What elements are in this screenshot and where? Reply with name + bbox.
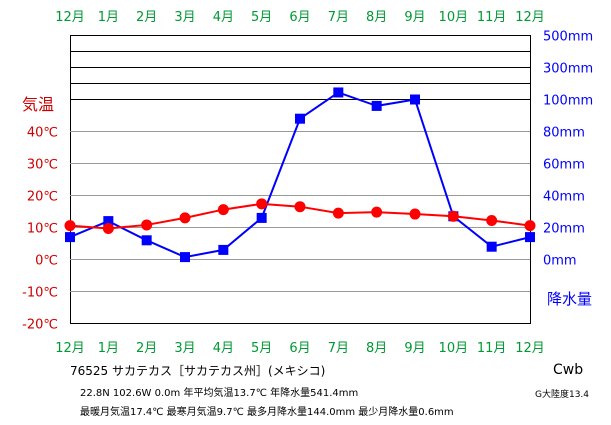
top-month-label: 1月 (98, 10, 119, 25)
precipitation-tick-labels: 500mm 300mm 100mm 80mm 60mm 40mm 20mm 0mm (543, 30, 593, 269)
precipitation-point (180, 252, 190, 263)
precipitation-point (486, 241, 497, 252)
temperature-tick-label: 10℃ (27, 222, 58, 237)
bottom-month-label: 12月 (515, 341, 545, 356)
bottom-month-label: 11月 (477, 341, 507, 356)
bottom-month-label: 9月 (404, 341, 425, 356)
temperature-point (371, 206, 383, 218)
top-month-label: 4月 (213, 10, 234, 25)
top-month-label: 11月 (477, 10, 507, 25)
precipitation-point (371, 100, 382, 111)
climate-class: Cwb (553, 362, 584, 378)
top-month-label: 3月 (174, 10, 195, 25)
station-summary-line1: 22.8N 102.6W 0.0m 年平均気温13.7℃ 年降水量541.4mm (80, 388, 359, 399)
bottom-month-label: 7月 (328, 341, 349, 356)
precipitation-point (295, 113, 305, 124)
top-month-label: 12月 (515, 10, 545, 25)
temperature-tick-label: 30℃ (27, 158, 58, 173)
precipitation-tick-label: 20mm (543, 222, 585, 237)
precipitation-axis-label: 降水量 (547, 290, 592, 308)
precipitation-tick-label: 80mm (543, 126, 585, 141)
precipitation-tick-label: 300mm (543, 62, 593, 77)
precipitation-point (333, 87, 344, 98)
precipitation-series (65, 87, 535, 263)
precipitation-tick-label: 60mm (543, 158, 585, 173)
temperature-point (524, 220, 536, 232)
temperature-point (332, 207, 344, 219)
bottom-month-label: 6月 (289, 341, 310, 356)
temperature-series (64, 198, 536, 234)
chart-grid (70, 35, 531, 324)
temperature-point (217, 204, 229, 216)
temperature-point (141, 219, 153, 231)
temperature-tick-labels: 40℃ 30℃ 20℃ 10℃ 0℃ -10℃ -20℃ (22, 126, 58, 333)
precipitation-point (103, 216, 114, 227)
precipitation-point (141, 235, 152, 246)
top-month-label: 7月 (328, 10, 349, 25)
precipitation-point (256, 212, 267, 223)
station-summary-line2: 最暖月気温17.4℃ 最寒月気温9.7℃ 最多月降水量144.0mm 最少月降水… (80, 407, 454, 418)
temperature-point (179, 212, 191, 224)
temperature-point (409, 208, 421, 220)
temperature-point (102, 222, 114, 234)
temperature-tick-label: -10℃ (22, 286, 58, 301)
temperature-point (447, 210, 459, 222)
top-month-labels: 12月 1月 2月 3月 4月 5月 6月 7月 8月 9月 10月 11月 12月 (55, 10, 545, 25)
temperature-tick-label: 0℃ (35, 254, 58, 269)
precipitation-tick-label: 0mm (543, 254, 577, 269)
temperature-point (486, 214, 498, 226)
precipitation-point (218, 244, 229, 255)
bottom-month-label: 12月 (55, 341, 85, 356)
top-month-label: 12月 (55, 10, 85, 25)
precipitation-point (525, 232, 535, 243)
plot-frame (70, 35, 531, 324)
top-month-label: 9月 (404, 10, 425, 25)
temperature-point (294, 201, 306, 213)
temperature-tick-label: -20℃ (22, 318, 58, 333)
top-month-label: 5月 (251, 10, 272, 25)
temperature-point (256, 198, 268, 210)
temperature-axis-label: 気温 (22, 95, 54, 114)
bottom-month-labels: 12月 1月 2月 3月 4月 5月 6月 7月 8月 9月 10月 11月 12月 (55, 341, 545, 356)
station-name: 76525 サカテカス［サカテカス州］(メキシコ) (70, 364, 326, 378)
bottom-month-label: 3月 (174, 341, 195, 356)
continentality-index: G大陸度13.4 (535, 390, 590, 400)
top-month-label: 10月 (439, 10, 469, 25)
bottom-month-label: 10月 (439, 341, 469, 356)
bottom-month-label: 4月 (213, 341, 234, 356)
temperature-point (64, 220, 76, 232)
temperature-tick-label: 20℃ (27, 190, 58, 205)
precipitation-tick-label: 500mm (543, 30, 593, 45)
top-month-label: 2月 (136, 10, 157, 25)
top-month-label: 6月 (289, 10, 310, 25)
bottom-month-label: 1月 (98, 341, 119, 356)
bottom-month-label: 2月 (136, 341, 157, 356)
precipitation-point (65, 232, 75, 243)
bottom-month-label: 8月 (366, 341, 387, 356)
precipitation-tick-label: 100mm (543, 94, 593, 109)
precipitation-tick-label: 40mm (543, 190, 585, 205)
temperature-tick-label: 40℃ (27, 126, 58, 141)
top-month-label: 8月 (366, 10, 387, 25)
precipitation-point (410, 94, 420, 105)
bottom-month-label: 5月 (251, 341, 272, 356)
